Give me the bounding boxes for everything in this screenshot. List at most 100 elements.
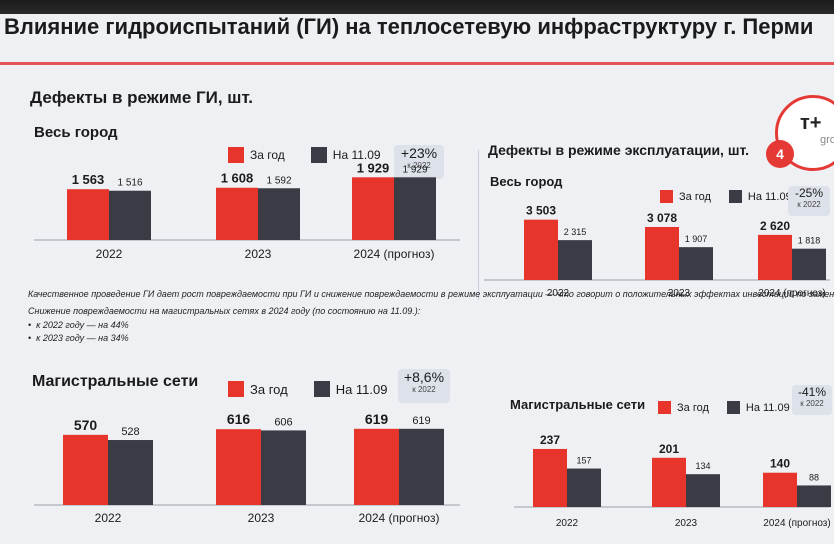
data-label-za-god: 140 bbox=[770, 457, 790, 471]
change-badge-value: +8,6% bbox=[403, 369, 445, 385]
data-label-na-11-09: 1 907 bbox=[685, 234, 708, 244]
legend-swatch-year bbox=[658, 401, 671, 414]
data-label-za-god: 2 620 bbox=[760, 219, 790, 233]
data-label-na-11-09: 1 516 bbox=[117, 178, 142, 189]
legend-swatch-date bbox=[313, 381, 330, 397]
legend-1: За год На 11.09 bbox=[228, 147, 381, 163]
bar-na-11-09 bbox=[686, 474, 720, 507]
change-badge-value: +23% bbox=[400, 145, 438, 161]
change-badge-1: +23% к 2022 bbox=[394, 145, 444, 179]
data-label-za-god: 237 bbox=[540, 433, 560, 447]
category-label: 2022 bbox=[547, 288, 570, 299]
bar-na-11-09 bbox=[109, 190, 151, 240]
slide-title: Влияние гидроиспытаний (ГИ) на теплосете… bbox=[4, 14, 814, 39]
change-badge-sub: к 2022 bbox=[797, 200, 821, 209]
right-heading: Дефекты в режиме эксплуатации, шт. bbox=[488, 142, 750, 158]
legend-3: За год На 11.09 bbox=[228, 381, 387, 397]
bar-za-god bbox=[216, 429, 261, 505]
data-label-na-11-09: 1 592 bbox=[266, 175, 291, 186]
legend-label-date: На 11.09 bbox=[747, 190, 792, 203]
logo-mark: т+ bbox=[800, 112, 822, 134]
note-line-2: Снижение повреждаемости на магистральных… bbox=[28, 306, 421, 316]
change-badge-sub: к 2022 bbox=[800, 399, 824, 408]
data-label-za-god: 3 078 bbox=[647, 211, 677, 225]
title-underline bbox=[0, 62, 834, 65]
legend-swatch-year bbox=[228, 147, 244, 163]
data-label-na-11-09: 1 929 bbox=[402, 164, 427, 175]
bar-za-god bbox=[645, 226, 679, 280]
change-badge-4: -41% к 2022 bbox=[792, 385, 832, 415]
bar-za-god bbox=[63, 434, 108, 505]
bar-na-11-09 bbox=[394, 177, 436, 240]
data-label-na-11-09: 619 bbox=[412, 415, 430, 427]
data-label-za-god: 570 bbox=[74, 417, 98, 433]
note-bullet-2-text: к 2023 году — на 34% bbox=[36, 333, 129, 343]
category-label: 2023 bbox=[248, 511, 275, 525]
bar-na-11-09 bbox=[261, 430, 306, 505]
bar-za-god bbox=[352, 177, 394, 240]
legend-swatch-date bbox=[310, 147, 327, 163]
section-divider bbox=[478, 150, 479, 300]
legend-label-year: За год bbox=[250, 381, 288, 397]
note-bullet-2: • к 2023 году — на 34% bbox=[28, 333, 129, 343]
bottom-left-heading: Магистральные сети bbox=[32, 373, 199, 390]
data-label-na-11-09: 1 818 bbox=[798, 236, 821, 246]
note-bullet-1-text: к 2022 году — на 44% bbox=[36, 320, 129, 330]
data-label-za-god: 1 563 bbox=[72, 172, 105, 187]
category-label: 2024 (прогноз) bbox=[354, 247, 435, 261]
bar-na-11-09 bbox=[399, 428, 444, 505]
data-label-za-god: 616 bbox=[227, 411, 251, 427]
data-label-na-11-09: 606 bbox=[274, 416, 292, 428]
bottom-right-heading: Магистральные сети bbox=[510, 397, 646, 412]
change-badge-3: +8,6% к 2022 bbox=[398, 369, 450, 403]
data-label-na-11-09: 134 bbox=[695, 461, 710, 471]
logo-subtext: gro bbox=[820, 134, 834, 146]
category-label: 2024 (прогноз) bbox=[763, 518, 830, 529]
change-badge-value: -41% bbox=[797, 385, 826, 399]
category-label: 2024 (прогноз) bbox=[758, 288, 825, 299]
right-subheading: Весь город bbox=[490, 174, 563, 189]
category-label: 2023 bbox=[245, 247, 272, 261]
legend-swatch-date bbox=[728, 190, 742, 203]
legend-2: За год На 11.09 bbox=[660, 190, 792, 203]
bar-za-god bbox=[533, 448, 567, 507]
data-label-na-11-09: 2 315 bbox=[564, 227, 587, 237]
change-badge-2: -25% к 2022 bbox=[788, 186, 830, 216]
data-label-za-god: 619 bbox=[365, 411, 389, 427]
bar-na-11-09 bbox=[792, 248, 826, 280]
category-label: 2022 bbox=[96, 247, 123, 261]
bar-za-god bbox=[758, 234, 792, 280]
bar-na-11-09 bbox=[558, 240, 592, 280]
bar-na-11-09 bbox=[567, 468, 601, 507]
legend-swatch-date bbox=[726, 401, 740, 414]
category-label: 2022 bbox=[95, 511, 122, 525]
data-label-na-11-09: 528 bbox=[121, 426, 139, 438]
data-label-za-god: 201 bbox=[659, 442, 679, 456]
data-label-za-god: 1 608 bbox=[221, 171, 254, 186]
bar-za-god bbox=[216, 187, 258, 240]
bar-za-god bbox=[67, 189, 109, 240]
screen-top-edge bbox=[0, 0, 834, 14]
data-label-za-god: 1 929 bbox=[357, 160, 390, 175]
legend-label-year: За год bbox=[250, 148, 285, 162]
page-number-badge: 4 bbox=[766, 140, 794, 168]
bar-za-god bbox=[763, 472, 797, 507]
category-label: 2023 bbox=[675, 518, 698, 529]
note-bullet-1: • к 2022 году — на 44% bbox=[28, 320, 129, 330]
note-line-1: Качественное проведение ГИ дает рост пов… bbox=[28, 289, 834, 299]
legend-swatch-year bbox=[228, 381, 244, 397]
legend-label-year: За год bbox=[679, 190, 711, 203]
legend-4: За год На 11.09 bbox=[658, 401, 790, 414]
bar-za-god bbox=[652, 457, 686, 507]
legend-label-year: За год bbox=[677, 401, 709, 414]
bar-za-god bbox=[354, 428, 399, 505]
change-badge-value: -25% bbox=[794, 186, 823, 200]
data-label-na-11-09: 157 bbox=[576, 456, 591, 466]
bar-na-11-09 bbox=[258, 188, 300, 240]
legend-label-date: На 11.09 bbox=[745, 401, 790, 414]
data-label-za-god: 3 503 bbox=[526, 204, 556, 218]
legend-label-date: На 11.09 bbox=[332, 148, 381, 162]
change-badge-sub: к 2022 bbox=[412, 385, 436, 394]
